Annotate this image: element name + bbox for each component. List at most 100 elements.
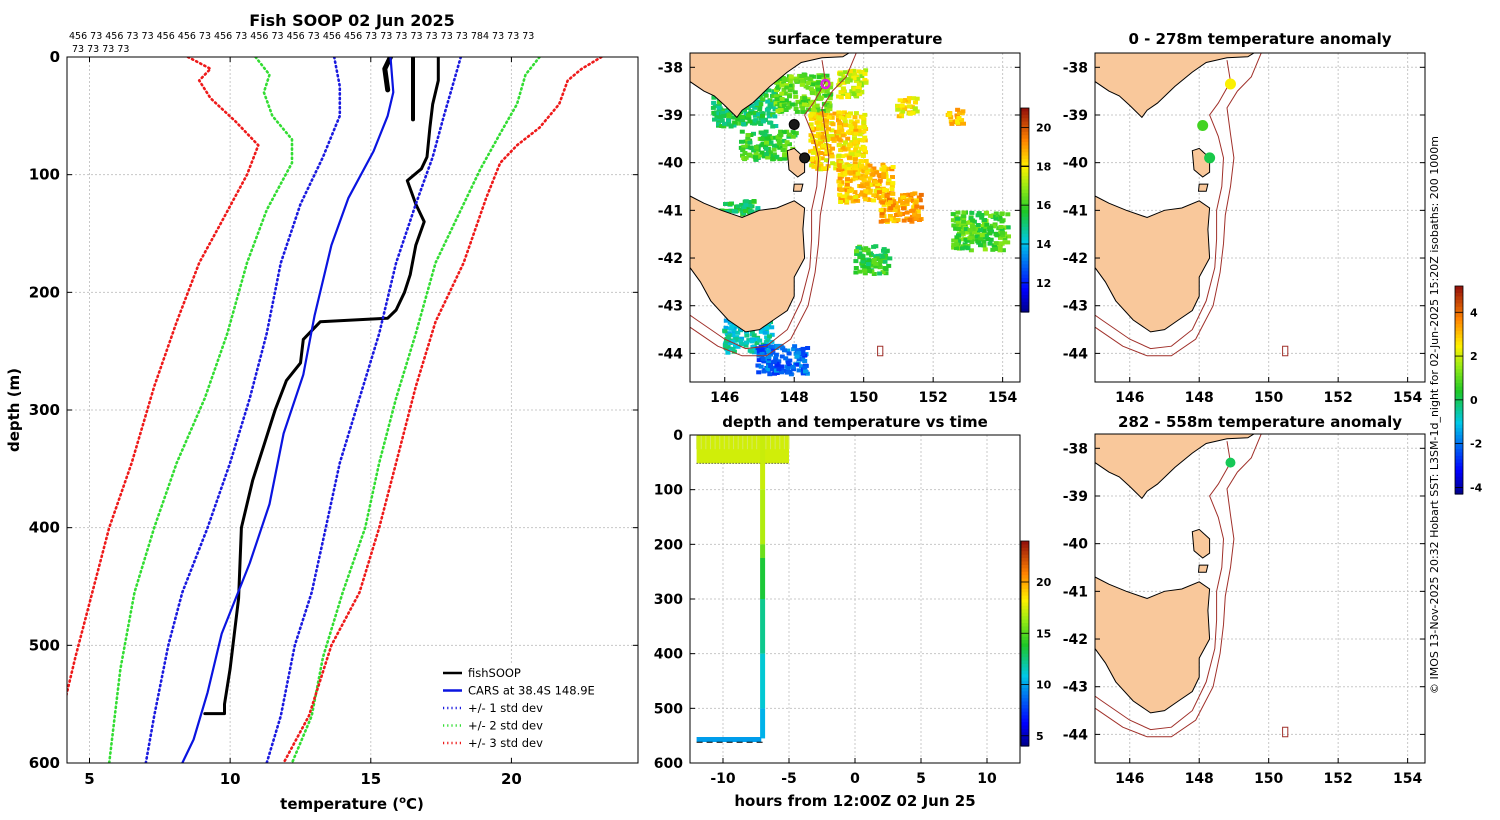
sst-pixel <box>783 108 789 112</box>
sst-pixel <box>844 193 850 198</box>
sst-pixel <box>824 166 830 171</box>
profile-ytick-label: 0 <box>50 48 60 66</box>
sst-pixel <box>863 68 869 73</box>
anomaly-colorbar-segment <box>1455 383 1463 388</box>
sst-pixel <box>951 242 957 247</box>
sst-pixel <box>982 218 988 222</box>
depth-time-colorbar-segment <box>1021 687 1029 692</box>
sst-pixel <box>857 138 863 142</box>
sst-pixel <box>747 348 753 353</box>
anomaly-colorbar-label: -4 <box>1470 481 1483 494</box>
sst-pixel <box>812 146 818 151</box>
depth-time-ytick-label: 600 <box>654 756 683 772</box>
sst-pixel <box>751 333 757 338</box>
sst-pixel <box>884 194 890 198</box>
sst-pixel <box>763 340 769 345</box>
sst-pixel <box>854 143 860 148</box>
sst-pixel <box>767 372 773 377</box>
sst-pixel <box>954 235 960 240</box>
sst-pixel <box>815 109 821 114</box>
sst-pixel <box>760 131 765 136</box>
sst-colorbar-segment <box>1021 111 1029 116</box>
depth-time-ytick-label: 500 <box>654 701 683 717</box>
sst-pixel <box>963 227 969 232</box>
sst-pixel <box>856 246 862 251</box>
sst-pixel <box>824 105 830 110</box>
anomaly-colorbar-segment <box>1455 365 1463 370</box>
sst-pixel <box>801 102 807 107</box>
depth-time-colorbar-segment <box>1021 609 1029 614</box>
sst-pixel <box>886 203 892 208</box>
anomaly-shallow-isobaths <box>1095 53 1289 357</box>
sst-pixel <box>901 218 907 223</box>
sst-pixel <box>758 116 764 121</box>
sst-pixel <box>800 350 806 355</box>
sst-pixel <box>751 148 757 153</box>
sst-colorbar-segment <box>1021 125 1029 129</box>
profile-ytick-label: 400 <box>29 519 60 537</box>
sst-pixel <box>766 359 772 364</box>
depth-time-colorbar-frame <box>1020 540 1030 747</box>
sst-pixel <box>851 92 857 96</box>
sst-pixel <box>953 226 959 231</box>
sst-pixel <box>979 233 985 238</box>
sst-pixel <box>950 218 956 223</box>
anomaly-colorbar-segment <box>1455 362 1463 367</box>
sst-pixel <box>840 194 846 199</box>
sst-pixel <box>867 188 873 193</box>
depth-time-colorbar-segment <box>1021 646 1029 651</box>
sst-pixel <box>811 112 817 117</box>
sst-pixel <box>812 88 818 93</box>
map-ytick-label: -41 <box>1063 584 1088 600</box>
sst-pixel <box>979 215 985 220</box>
sst-pixel <box>760 113 765 118</box>
isobath-1000m <box>690 53 857 357</box>
sst-colorbar-segment <box>1021 223 1029 228</box>
anomaly-shallow-land <box>1095 53 1255 333</box>
sst-pixel <box>955 119 960 124</box>
sst-pixel <box>818 151 824 155</box>
anomaly-deep-title: 282 - 558m temperature anomaly <box>1118 413 1402 431</box>
anomaly-colorbar-segment <box>1455 334 1463 339</box>
sst-pixel <box>798 101 804 106</box>
sst-pixel <box>1002 240 1008 245</box>
sst-pixel <box>771 90 777 95</box>
sst-pixel <box>846 166 852 171</box>
sst-pixel <box>770 350 776 355</box>
sst-pixel <box>999 227 1005 232</box>
sst-pixel <box>955 222 961 227</box>
depth-time-colorbar-segment <box>1021 605 1029 610</box>
sst-pixel <box>787 83 793 88</box>
depth-time-ytick-label: 100 <box>654 483 683 499</box>
sst-pixel <box>863 189 869 194</box>
sst-pixel <box>849 188 855 193</box>
isobath-200m <box>1095 60 1232 350</box>
sst-pixel <box>881 202 887 207</box>
sst-pixel <box>946 113 952 118</box>
sst-pixel <box>904 202 910 206</box>
sst-pixel <box>792 102 798 107</box>
sst-pixel <box>764 335 770 340</box>
profile-panel: Fish SOOP 02 Jun 2025 456 73 456 73 73 4… <box>5 11 639 813</box>
sst-colorbar-segment <box>1021 227 1029 231</box>
sst-pixel <box>785 366 791 371</box>
sst-pixel <box>852 136 857 141</box>
sst-pixel <box>725 334 731 339</box>
sst-pixel <box>743 209 749 213</box>
depth-time-colorbar-segment <box>1021 694 1029 699</box>
sst-pixel <box>883 200 889 205</box>
sst-pixel <box>978 236 984 241</box>
sst-pixel <box>741 122 746 126</box>
sst-pixel <box>981 239 987 244</box>
sst-pixel <box>727 338 733 343</box>
map-xtick-label: 146 <box>1115 771 1144 787</box>
sst-pixel <box>787 369 793 374</box>
sst-pixel <box>956 246 962 251</box>
sst-pixel <box>881 175 887 179</box>
sst-pixel <box>836 118 842 123</box>
sst-pixel <box>889 184 895 188</box>
anomaly-colorbar-segment <box>1455 466 1463 471</box>
sst-pixel <box>786 132 792 137</box>
sst-pixel <box>783 85 789 90</box>
sst-pixel <box>823 130 829 135</box>
